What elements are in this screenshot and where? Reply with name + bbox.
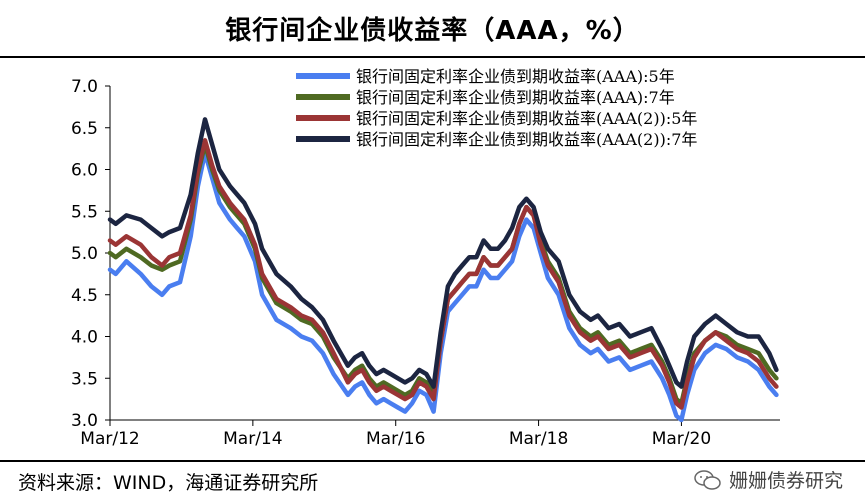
- chart-title: 银行间企业债收益率（AAA，%）: [225, 16, 640, 46]
- y-tick-label: 6.5: [71, 119, 98, 139]
- y-tick-label: 4.5: [71, 286, 98, 306]
- x-tick-label: Mar/16: [366, 429, 425, 449]
- x-tick-label: Mar/18: [509, 429, 568, 449]
- x-tick-label: Mar/12: [80, 429, 139, 449]
- legend-label: 银行间固定利率企业债到期收益率(AAA(2)):7年: [356, 130, 697, 149]
- legend-label: 银行间固定利率企业债到期收益率(AAA(2)):5年: [356, 109, 697, 128]
- y-tick-label: 4.0: [71, 328, 98, 348]
- series-line-3: [107, 138, 779, 410]
- y-tick-label: 3.5: [71, 369, 98, 389]
- y-tick-label: 6.0: [71, 161, 98, 181]
- series-line-2: [107, 142, 779, 406]
- footer-divider: [0, 460, 865, 462]
- y-tick-label: 3.0: [71, 411, 98, 431]
- x-tick-label: Mar/14: [223, 429, 282, 449]
- legend-label: 银行间固定利率企业债到期收益率(AAA):5年: [356, 67, 675, 86]
- title-bar: 银行间企业债收益率（AAA，%）: [0, 0, 865, 58]
- y-tick-label: 5.0: [71, 244, 98, 264]
- x-tick-label: Mar/20: [652, 429, 711, 449]
- source-note: 资料来源：WIND，海通证券研究所: [18, 472, 319, 494]
- watermark: 姗姗债券研究: [693, 466, 843, 493]
- y-tick-label: 5.5: [71, 202, 98, 222]
- legend-label: 银行间固定利率企业债到期收益率(AAA):7年: [356, 88, 675, 107]
- y-tick-label: 7.0: [71, 77, 98, 97]
- watermark-text: 姗姗债券研究: [728, 470, 843, 492]
- series-line-4: [107, 117, 779, 389]
- wechat-icon: [694, 469, 721, 490]
